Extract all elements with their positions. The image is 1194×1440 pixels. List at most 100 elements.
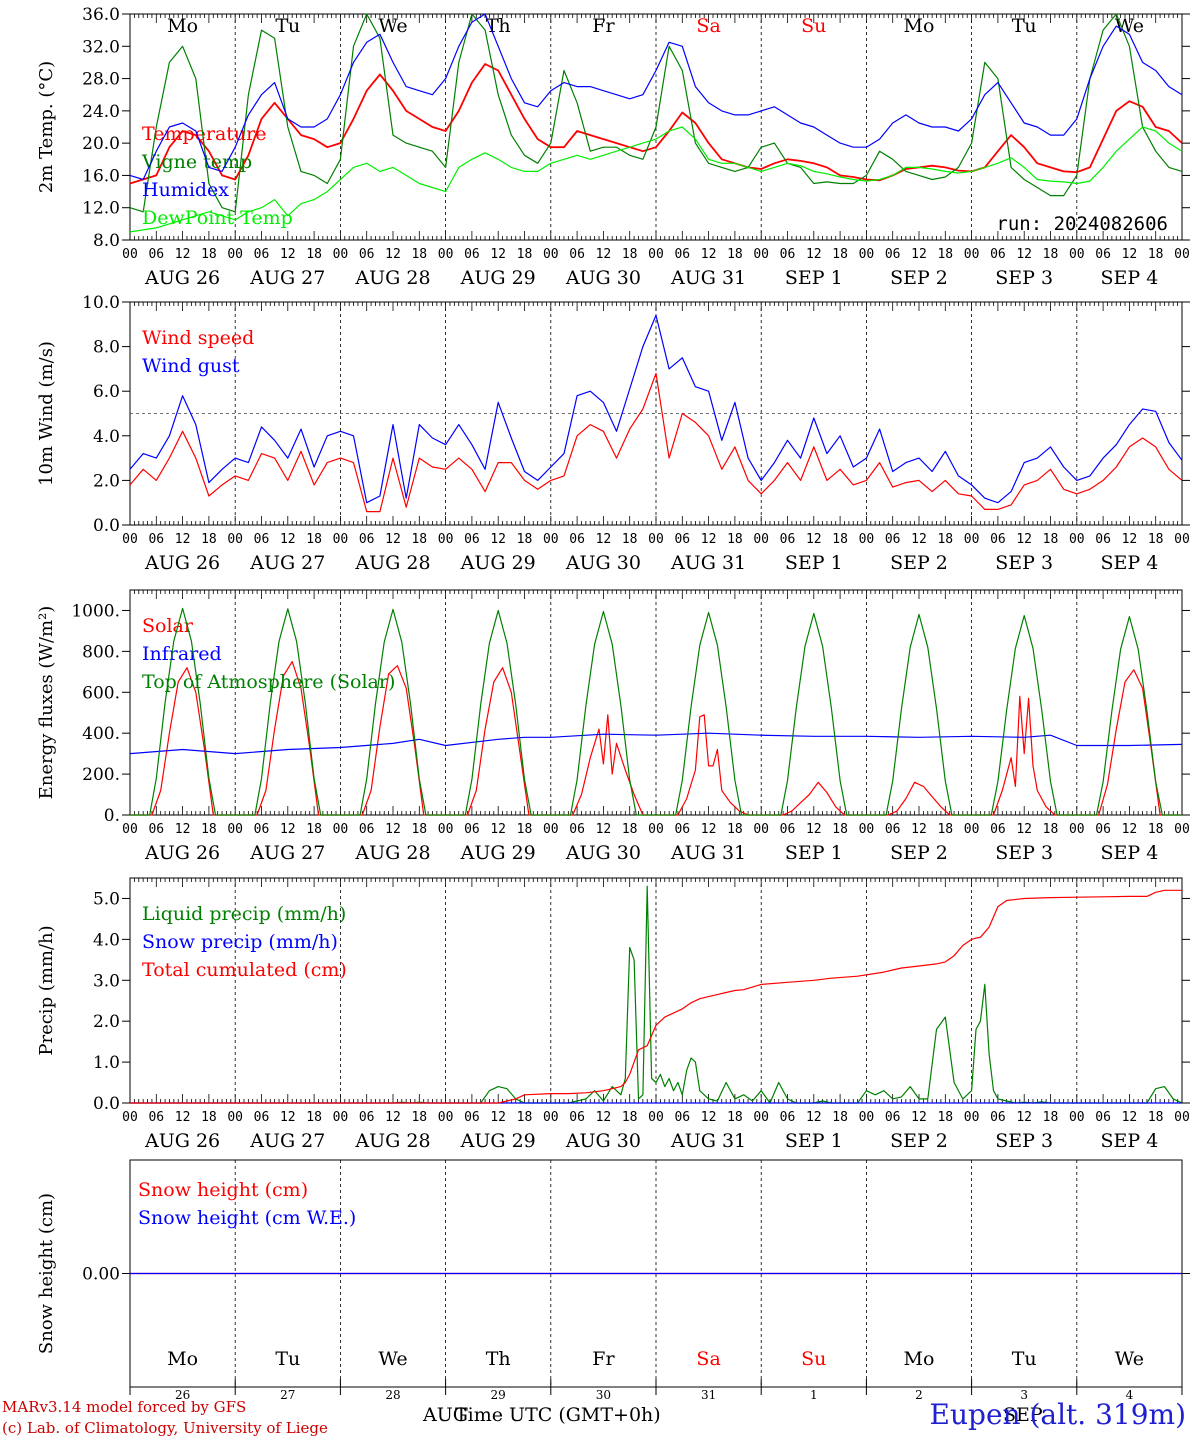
y-axis-label: Snow height (cm)	[36, 1193, 57, 1354]
hour-tick-label: 12	[911, 1110, 927, 1125]
hour-tick-label: 12	[175, 1110, 191, 1125]
hour-tick-label: 00	[859, 1110, 875, 1125]
y-axis-label: Precip (mm/h)	[36, 925, 57, 1055]
hour-tick-label: 00	[753, 532, 769, 547]
hour-tick-label: 00	[1174, 1110, 1190, 1125]
weekday-label: Tu	[275, 15, 300, 37]
hour-tick-label: 00	[964, 1110, 980, 1125]
hour-tick-label: 00	[333, 532, 349, 547]
weekday-label: We	[1115, 15, 1144, 37]
hour-tick-label: 12	[1016, 532, 1032, 547]
hour-tick-label: 18	[201, 247, 217, 262]
hour-tick-label: 06	[254, 532, 270, 547]
hour-tick-label: 12	[596, 1110, 612, 1125]
weekday-label: Mo	[904, 15, 935, 37]
series-line-1	[130, 660, 1182, 816]
date-label: SEP 1	[785, 552, 843, 574]
hour-tick-label: 12	[1016, 247, 1032, 262]
hour-tick-label: 06	[990, 247, 1006, 262]
weekday-label: Fr	[592, 15, 615, 37]
hour-tick-label: 00	[438, 1110, 454, 1125]
y-tick-label: 3.0	[93, 971, 120, 991]
hour-tick-label: 18	[411, 822, 427, 837]
hour-tick-label: 06	[148, 822, 164, 837]
hour-tick-label: 18	[937, 822, 953, 837]
footer-month-left: AUG	[423, 1404, 468, 1426]
footer-x-axis-label: Time UTC (GMT+0h)	[455, 1404, 661, 1426]
hour-tick-label: 12	[1122, 247, 1138, 262]
legend-entry: Top of Atmosphere (Solar)	[142, 671, 395, 693]
y-tick-label: 2.0	[93, 471, 120, 491]
hour-tick-label: 00	[1174, 247, 1190, 262]
y-tick-label: 1.0	[93, 1053, 120, 1073]
hour-tick-label: 00	[227, 247, 243, 262]
weekday-label: Fr	[592, 1348, 615, 1370]
hour-tick-label: 06	[359, 822, 375, 837]
hour-tick-label: 18	[306, 532, 322, 547]
hour-tick-label: 18	[517, 1110, 533, 1125]
series-line-2	[129, 13, 1183, 213]
series-line-4	[129, 126, 1183, 233]
weekday-label: Tu	[1012, 15, 1037, 37]
hour-tick-label: 06	[885, 247, 901, 262]
y-tick-label: 400.	[82, 724, 120, 744]
weekday-label: Su	[801, 1348, 826, 1370]
hour-tick-label: 12	[1122, 1110, 1138, 1125]
hour-tick-label: 00	[333, 1110, 349, 1125]
hour-tick-label: 18	[727, 1110, 743, 1125]
hour-tick-label: 06	[569, 822, 585, 837]
hour-tick-label: 06	[990, 822, 1006, 837]
day-number-label: 29	[491, 1388, 506, 1402]
hour-tick-label: 18	[201, 1110, 217, 1125]
hour-tick-label: 06	[359, 532, 375, 547]
hour-tick-label: 00	[1069, 822, 1085, 837]
y-axis-label: 10m Wind (m/s)	[36, 341, 57, 486]
hour-tick-label: 00	[1069, 532, 1085, 547]
hour-tick-label: 18	[306, 822, 322, 837]
legend-entry: Wind gust	[142, 355, 240, 377]
hour-tick-label: 00	[122, 247, 138, 262]
date-label: AUG 26	[144, 552, 220, 574]
weekday-label: Th	[486, 1348, 511, 1370]
hour-tick-label: 18	[306, 1110, 322, 1125]
hour-tick-label: 06	[674, 247, 690, 262]
weekday-label: Tu	[275, 1348, 300, 1370]
hour-tick-label: 18	[1148, 822, 1164, 837]
hour-tick-label: 18	[411, 247, 427, 262]
date-label: AUG 30	[565, 267, 641, 289]
legend-entry: Vigne temp	[141, 151, 252, 173]
date-label: AUG 27	[249, 267, 325, 289]
weekday-label: Mo	[167, 15, 198, 37]
series-line-1	[129, 63, 1183, 185]
hour-tick-label: 06	[569, 1110, 585, 1125]
hour-tick-label: 06	[780, 822, 796, 837]
hour-tick-label: 12	[596, 247, 612, 262]
hour-tick-label: 18	[832, 247, 848, 262]
y-tick-label: 28.0	[82, 70, 120, 90]
date-label: AUG 26	[144, 1130, 220, 1152]
hour-tick-label: 00	[964, 532, 980, 547]
hour-tick-label: 06	[464, 822, 480, 837]
hour-tick-label: 12	[280, 247, 296, 262]
hour-tick-label: 00	[1174, 822, 1190, 837]
date-label: SEP 3	[995, 267, 1053, 289]
hour-tick-label: 12	[385, 822, 401, 837]
hour-tick-label: 12	[596, 532, 612, 547]
hour-tick-label: 06	[359, 247, 375, 262]
y-tick-label: 0.00	[82, 1265, 120, 1285]
hour-tick-label: 00	[438, 532, 454, 547]
y-tick-label: 32.0	[82, 37, 120, 57]
hour-tick-label: 00	[648, 247, 664, 262]
chart-panel-3: 0. 200. 400. 600. 800. 1000. Energy fluxes (W/…	[36, 589, 1190, 864]
legend-entry: Solar	[142, 615, 194, 637]
chart-panel-4: 0.0 1.0 2.0 3.0 4.0 5.0 Precip (mm/h) 00 06 12 18 0…	[36, 877, 1190, 1152]
hour-tick-label: 06	[148, 1110, 164, 1125]
hour-tick-label: 12	[911, 532, 927, 547]
day-number-label: 30	[596, 1388, 611, 1402]
hour-tick-label: 06	[1095, 247, 1111, 262]
hour-tick-label: 00	[648, 822, 664, 837]
series-line-2	[129, 732, 1183, 755]
hour-tick-label: 18	[411, 1110, 427, 1125]
hour-tick-label: 00	[227, 532, 243, 547]
date-label: AUG 30	[565, 842, 641, 864]
